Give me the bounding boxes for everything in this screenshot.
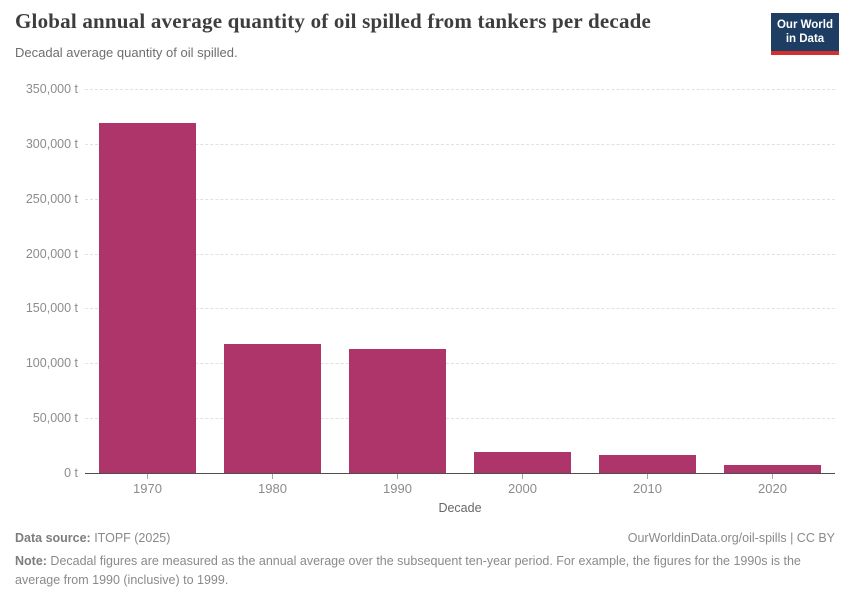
x-tick-mark bbox=[772, 474, 773, 479]
bar-2010[interactable] bbox=[599, 455, 696, 473]
chart-title: Global annual average quantity of oil sp… bbox=[15, 9, 652, 33]
bar-slot bbox=[585, 89, 710, 473]
bar-slot bbox=[335, 89, 460, 473]
y-tick-label: 250,000 t bbox=[25, 191, 78, 206]
x-tick-mark bbox=[272, 474, 273, 479]
x-tick-label-1990: 1990 bbox=[383, 481, 412, 496]
bar-slot bbox=[710, 89, 835, 473]
y-tick-label: 350,000 t bbox=[25, 82, 78, 96]
owid-logo[interactable]: Our World in Data bbox=[771, 13, 839, 55]
gridline bbox=[85, 363, 835, 365]
bar-1980[interactable] bbox=[224, 343, 321, 473]
x-tick-mark bbox=[146, 474, 148, 479]
y-tick-label: 150,000 t bbox=[25, 301, 78, 316]
x-axis-labels: 1970 1980 1990 2000 2010 2020 bbox=[85, 481, 835, 496]
y-tick-label: 50,000 t bbox=[32, 411, 78, 426]
footer-note: Note: Decadal figures are measured as th… bbox=[15, 552, 827, 590]
data-source: Data source: ITOPF (2025) bbox=[15, 531, 170, 545]
gridlines bbox=[85, 89, 835, 473]
gridline bbox=[85, 143, 835, 145]
x-tick-label-2000: 2000 bbox=[508, 481, 537, 496]
owid-logo-line2: in Data bbox=[785, 33, 825, 46]
bar-1990[interactable] bbox=[349, 348, 446, 473]
x-tick-mark bbox=[522, 474, 523, 479]
bar-slot bbox=[85, 89, 210, 473]
x-tick-label-2010: 2010 bbox=[633, 481, 662, 496]
bar-2020[interactable] bbox=[724, 464, 821, 473]
y-tick-label: 0 t bbox=[64, 466, 78, 480]
owid-logo-line1: Our World bbox=[776, 19, 833, 31]
chart-subtitle: Decadal average quantity of oil spilled. bbox=[15, 45, 238, 60]
bar-slot bbox=[460, 89, 585, 473]
bar-slot bbox=[210, 89, 335, 473]
x-tick-mark bbox=[647, 474, 648, 479]
plot-area bbox=[85, 89, 835, 473]
y-axis: 0 t 50,000 t 100,000 t 150,000 t 200,000 t 25… bbox=[0, 82, 78, 480]
gridline bbox=[85, 198, 835, 200]
note-label: Note: bbox=[15, 554, 47, 568]
y-tick-label: 100,000 t bbox=[25, 356, 78, 371]
gridline bbox=[85, 89, 835, 90]
gridline bbox=[85, 418, 835, 420]
x-tick-label-1970: 1970 bbox=[133, 481, 162, 496]
x-tick-mark bbox=[397, 474, 398, 479]
x-axis-line bbox=[85, 473, 835, 474]
y-tick-label: 300,000 t bbox=[25, 136, 78, 151]
gridline bbox=[85, 308, 835, 310]
bars bbox=[85, 89, 835, 473]
bar-1970[interactable] bbox=[99, 123, 196, 473]
gridline bbox=[85, 253, 835, 255]
x-tick-label-1980: 1980 bbox=[258, 481, 287, 496]
data-source-value: ITOPF (2025) bbox=[90, 531, 171, 545]
x-tick-label-2020: 2020 bbox=[758, 481, 787, 496]
note-text: Decadal figures are measured as the annu… bbox=[15, 554, 801, 587]
y-tick-label: 200,000 t bbox=[25, 246, 78, 261]
x-axis-ticks bbox=[85, 474, 835, 479]
x-axis-title: Decade bbox=[438, 501, 482, 515]
citation-link[interactable]: OurWorldinData.org/oil-spills | CC BY bbox=[627, 531, 835, 545]
footer-source-row: Data source: ITOPF (2025) OurWorldinData… bbox=[15, 531, 835, 545]
data-source-label: Data source: bbox=[15, 531, 91, 545]
bar-2000[interactable] bbox=[474, 451, 571, 473]
